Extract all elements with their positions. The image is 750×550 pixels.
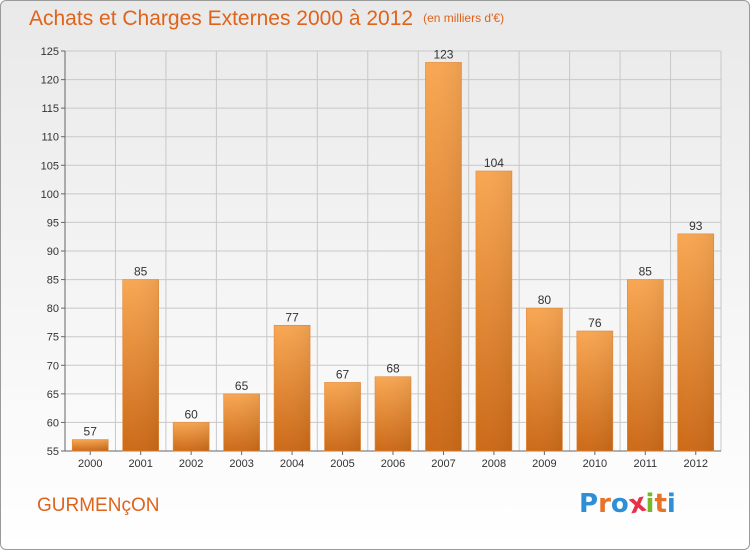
x-tick-label: 2004 bbox=[280, 458, 304, 470]
bar-value-label: 85 bbox=[134, 265, 148, 279]
x-tick-label: 2000 bbox=[78, 458, 102, 470]
bar-shade bbox=[72, 439, 109, 451]
x-tick-label: 2012 bbox=[684, 458, 708, 470]
y-tick-label: 80 bbox=[47, 303, 59, 315]
x-tick-label: 2008 bbox=[482, 458, 506, 470]
bar-value-label: 93 bbox=[689, 219, 703, 233]
chart-subtitle: (en milliers d'€) bbox=[423, 11, 505, 25]
bar-value-label: 85 bbox=[639, 265, 653, 279]
y-tick-label: 115 bbox=[41, 103, 59, 115]
x-tick-label: 2006 bbox=[381, 458, 405, 470]
y-tick-label: 85 bbox=[47, 275, 59, 287]
y-tick-label: 60 bbox=[47, 417, 59, 429]
y-tick-label: 55 bbox=[47, 446, 59, 458]
x-tick-label: 2005 bbox=[330, 458, 354, 470]
bar-value-label: 68 bbox=[386, 362, 400, 376]
bar-shade bbox=[223, 393, 260, 451]
y-tick-label: 125 bbox=[41, 46, 59, 58]
chart-title: Achats et Charges Externes 2000 à 2012 (e… bbox=[29, 7, 504, 31]
x-tick-label: 2011 bbox=[633, 458, 657, 470]
y-tick-label: 105 bbox=[41, 160, 59, 172]
bar-value-label: 65 bbox=[235, 379, 249, 393]
logo-letter: P bbox=[579, 489, 599, 519]
axes: 55 60 65 70 75 80 85 90 95 100 105 110 115 120 125 2000… bbox=[41, 46, 721, 470]
bar-value-label: 77 bbox=[285, 310, 299, 324]
bar-shade bbox=[425, 62, 462, 452]
x-tick-label: 2009 bbox=[532, 458, 556, 470]
y-tick-label: 65 bbox=[47, 389, 59, 401]
x-tick-label: 2003 bbox=[229, 458, 253, 470]
data-labels: 57 85 60 65 77 67 68 123 104 80 76 85 93 bbox=[84, 47, 703, 438]
bar-shade bbox=[324, 382, 361, 451]
bar-value-label: 67 bbox=[336, 367, 350, 381]
bar-shade bbox=[475, 171, 512, 451]
bars bbox=[71, 62, 715, 452]
bar-shade bbox=[627, 279, 664, 451]
y-tick-label: 95 bbox=[47, 217, 59, 229]
place-name: GURMENçON bbox=[37, 495, 160, 516]
bar-value-label: 76 bbox=[588, 316, 602, 330]
x-tick-label: 2002 bbox=[179, 458, 203, 470]
logo-letter: r bbox=[598, 489, 611, 519]
bar-value-label: 104 bbox=[484, 156, 504, 170]
bar-shade bbox=[576, 331, 613, 451]
bar-shade bbox=[173, 422, 210, 451]
bar-value-label: 60 bbox=[184, 407, 198, 421]
bar-shade bbox=[375, 376, 411, 451]
x-tick-label: 2001 bbox=[128, 458, 152, 470]
bar-value-label: 80 bbox=[538, 293, 552, 307]
y-tick-label: 90 bbox=[47, 246, 59, 258]
bar-shade bbox=[274, 325, 311, 451]
y-tick-label: 100 bbox=[41, 189, 59, 201]
bar-shade bbox=[677, 233, 714, 451]
y-tick-label: 70 bbox=[47, 360, 59, 372]
proxiti-logo[interactable]: Proxiti bbox=[579, 488, 676, 521]
logo-letter: i bbox=[666, 489, 676, 519]
x-tick-label: 2010 bbox=[583, 458, 607, 470]
y-tick-label: 120 bbox=[41, 75, 59, 87]
x-tick-label: 2007 bbox=[431, 458, 455, 470]
y-tick-label: 110 bbox=[41, 132, 59, 144]
logo-letter: i bbox=[645, 489, 655, 519]
y-tick-label: 75 bbox=[47, 332, 59, 344]
chart-title-text: Achats et Charges Externes 2000 à 2012 bbox=[29, 7, 414, 30]
bar-shade bbox=[526, 308, 563, 451]
bar-value-label: 57 bbox=[84, 425, 98, 439]
logo-letter: t bbox=[654, 489, 667, 519]
bar-value-label: 123 bbox=[433, 47, 453, 61]
bar-shade bbox=[122, 279, 159, 451]
logo-letter: o bbox=[610, 489, 629, 519]
